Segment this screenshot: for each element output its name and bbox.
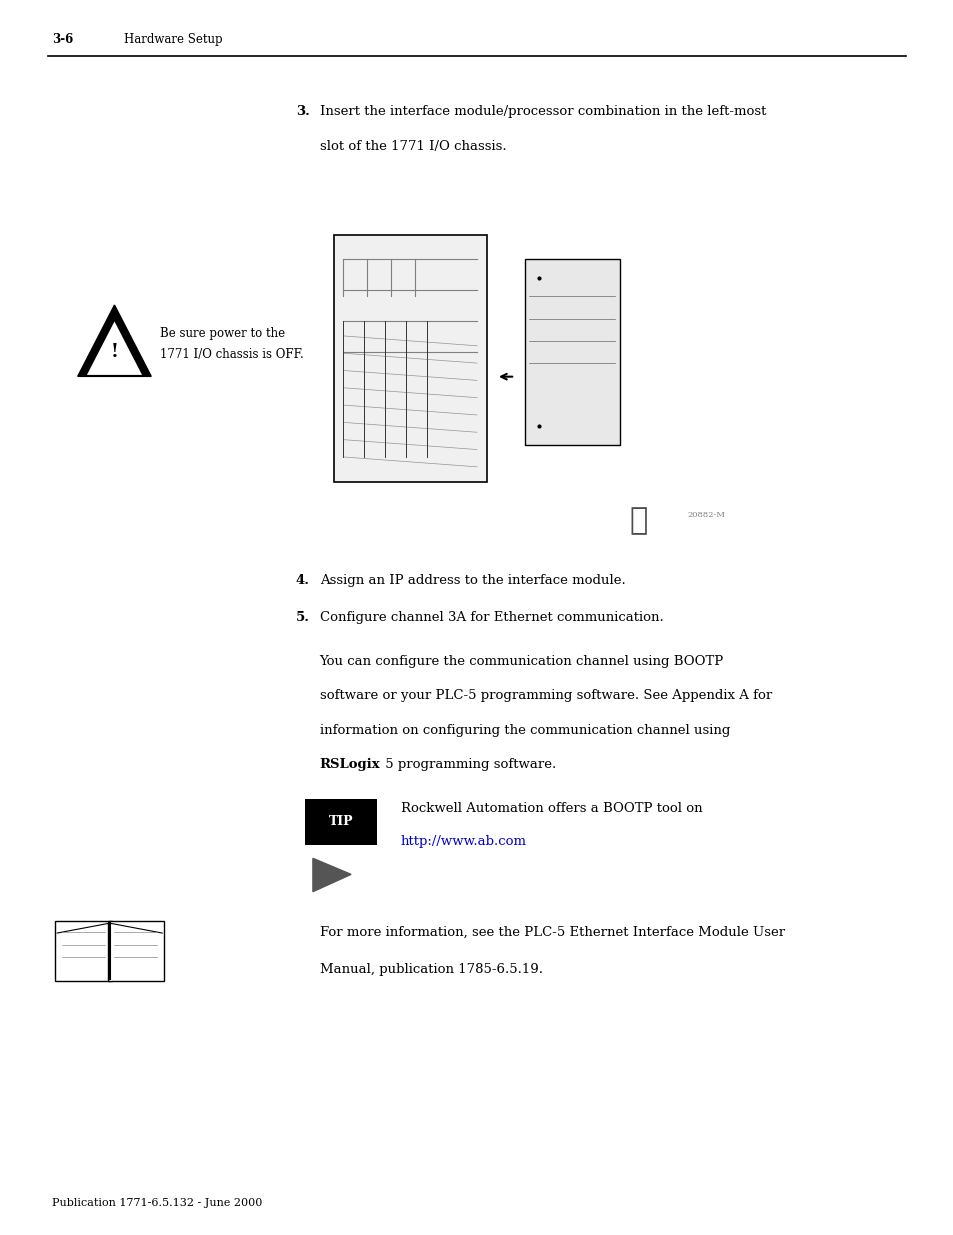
- Text: Insert the interface module/processor combination in the left-most: Insert the interface module/processor co…: [319, 105, 765, 119]
- Text: Rockwell Automation offers a BOOTP tool on: Rockwell Automation offers a BOOTP tool …: [400, 802, 701, 815]
- Polygon shape: [87, 321, 142, 375]
- FancyBboxPatch shape: [305, 799, 376, 845]
- Text: Configure channel 3A for Ethernet communication.: Configure channel 3A for Ethernet commun…: [319, 611, 662, 625]
- Text: 3.: 3.: [295, 105, 310, 119]
- Text: For more information, see the PLC-5 Ethernet Interface Module User: For more information, see the PLC-5 Ethe…: [319, 926, 784, 940]
- Text: 4.: 4.: [295, 574, 310, 588]
- Text: Hardware Setup: Hardware Setup: [124, 32, 222, 46]
- Text: Be sure power to the: Be sure power to the: [160, 327, 285, 341]
- Text: 5 programming software.: 5 programming software.: [380, 758, 556, 772]
- FancyBboxPatch shape: [108, 921, 164, 981]
- FancyBboxPatch shape: [334, 235, 486, 482]
- Text: http://www.ab.com: http://www.ab.com: [400, 835, 526, 848]
- Text: Publication 1771-6.5.132 - June 2000: Publication 1771-6.5.132 - June 2000: [52, 1198, 263, 1208]
- Text: RSLogix: RSLogix: [319, 758, 380, 772]
- Polygon shape: [77, 305, 151, 377]
- Text: You can configure the communication channel using BOOTP: You can configure the communication chan…: [319, 655, 723, 668]
- FancyBboxPatch shape: [524, 259, 619, 445]
- Text: TIP: TIP: [329, 815, 353, 829]
- Text: 3-6: 3-6: [52, 32, 73, 46]
- Text: software or your PLC-5 programming software. See Appendix A for: software or your PLC-5 programming softw…: [319, 689, 771, 703]
- Polygon shape: [313, 858, 351, 892]
- Text: 20882-M: 20882-M: [686, 511, 724, 519]
- Text: 1771 I/O chassis is OFF.: 1771 I/O chassis is OFF.: [160, 348, 304, 362]
- Text: Manual, publication 1785-6.5.19.: Manual, publication 1785-6.5.19.: [319, 963, 542, 977]
- Text: information on configuring the communication channel using: information on configuring the communica…: [319, 724, 729, 737]
- FancyBboxPatch shape: [55, 921, 112, 981]
- Text: slot of the 1771 I/O chassis.: slot of the 1771 I/O chassis.: [319, 140, 506, 153]
- Text: Assign an IP address to the interface module.: Assign an IP address to the interface mo…: [319, 574, 624, 588]
- Text: ✋: ✋: [629, 506, 647, 535]
- Text: !: !: [111, 343, 118, 361]
- Text: 5.: 5.: [295, 611, 310, 625]
